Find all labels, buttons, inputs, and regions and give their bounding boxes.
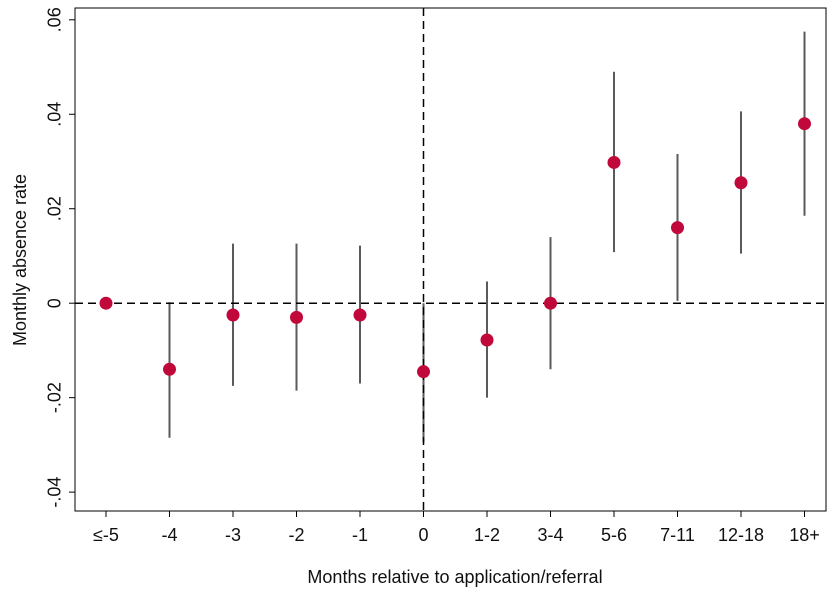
x-tick-label-10: 12-18 bbox=[718, 525, 764, 545]
data-point-5 bbox=[417, 365, 430, 379]
x-tick-label-4: -1 bbox=[352, 525, 368, 545]
data-point-4 bbox=[353, 308, 367, 322]
x-tick-label-0: ≤-5 bbox=[93, 525, 119, 545]
y-tick-label-0: -.04 bbox=[45, 477, 65, 508]
y-tick-label-1: -.02 bbox=[45, 382, 65, 413]
y-tick-label-3: .02 bbox=[45, 196, 65, 221]
y-tick-label-2: 0 bbox=[45, 298, 65, 308]
data-point-6 bbox=[480, 333, 494, 347]
x-tick-label-11: 18+ bbox=[789, 525, 820, 545]
x-tick-label-2: -3 bbox=[225, 525, 241, 545]
x-tick-label-9: 7-11 bbox=[660, 525, 695, 545]
plot-frame bbox=[74, 7, 827, 512]
x-tick-label-1: -4 bbox=[161, 525, 177, 545]
data-point-1 bbox=[163, 362, 176, 376]
x-ticks: ≤-5 -4 -3 -2 -1 0 1-2 3-4 5-6 7-11 12-18 18+ bbox=[93, 511, 820, 545]
x-axis-label: Months relative to application/referral bbox=[307, 567, 602, 587]
reference-lines bbox=[75, 8, 826, 511]
x-tick-label-6: 1-2 bbox=[474, 525, 500, 545]
x-tick-label-5: 0 bbox=[418, 525, 428, 545]
data-point-9 bbox=[671, 221, 684, 235]
data-point-2 bbox=[226, 308, 240, 322]
y-axis-label: Monthly absence rate bbox=[10, 174, 30, 346]
point-layer bbox=[99, 117, 811, 379]
data-point-3 bbox=[290, 310, 303, 324]
data-point-0 bbox=[99, 296, 113, 310]
data-point-7 bbox=[544, 296, 557, 310]
y-tick-label-5: .06 bbox=[45, 7, 65, 32]
data-point-11 bbox=[798, 117, 811, 131]
data-point-10 bbox=[734, 176, 748, 190]
y-ticks: -.04 -.02 0 .02 .04 .06 bbox=[45, 7, 75, 508]
y-tick-label-4: .04 bbox=[45, 102, 65, 127]
data-point-8 bbox=[607, 155, 621, 169]
x-tick-label-7: 3-4 bbox=[537, 525, 563, 545]
ci-layer bbox=[168, 31, 806, 443]
x-tick-label-8: 5-6 bbox=[601, 525, 627, 545]
x-tick-label-3: -2 bbox=[288, 525, 304, 545]
